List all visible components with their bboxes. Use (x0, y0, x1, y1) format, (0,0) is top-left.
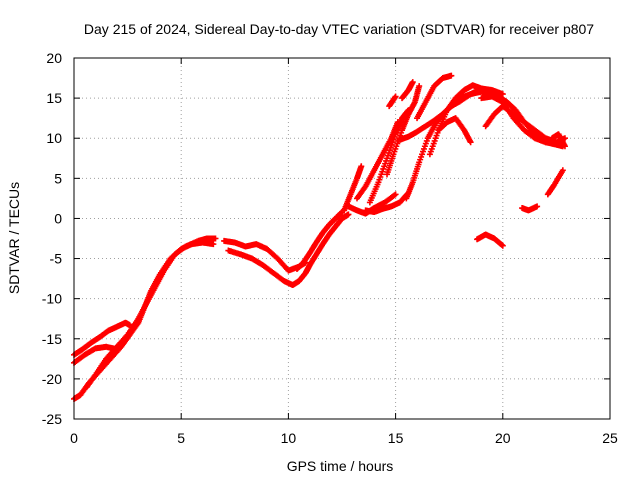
data-point (467, 139, 474, 146)
data-point (210, 241, 217, 248)
data-point (499, 242, 506, 249)
data-point (534, 203, 541, 210)
grid-lines (74, 58, 610, 419)
y-tick-label: 10 (46, 130, 62, 146)
series-arc-13 (362, 189, 412, 216)
data-point (212, 235, 219, 242)
series-arc-17 (414, 72, 455, 122)
series-arc-4 (83, 235, 219, 390)
y-tick-label: -5 (50, 251, 63, 267)
data-point (561, 143, 568, 150)
x-tick-label: 5 (177, 430, 185, 446)
data-points (71, 72, 568, 402)
plot-frame (73, 57, 611, 420)
series-arc-25 (386, 93, 399, 110)
data-point (559, 167, 566, 174)
series-arc-1 (71, 319, 133, 358)
data-point (542, 139, 549, 146)
series-arc-10 (354, 119, 401, 202)
y-axis-ticks: -25 -20 -15 -10 -5 0 5 10 15 20 (42, 50, 610, 427)
series-arc-6 (225, 211, 352, 289)
y-tick-label: -20 (42, 371, 62, 387)
data-point (392, 191, 399, 198)
data-point (358, 163, 365, 170)
y-tick-label: 5 (54, 170, 62, 186)
x-axis-ticks: 0 5 10 15 20 25 (70, 58, 618, 446)
y-tick-label: -25 (42, 411, 62, 427)
x-tick-label: 15 (388, 430, 404, 446)
data-point (391, 192, 398, 199)
y-tick-label: 15 (46, 90, 62, 106)
data-point (448, 72, 455, 79)
data-point (392, 93, 399, 100)
x-axis-label: GPS time / hours (287, 458, 394, 474)
y-tick-label: -15 (42, 331, 62, 347)
data-point (498, 241, 505, 248)
series-arc-7 (293, 209, 345, 272)
series-arc-26 (399, 79, 416, 102)
y-tick-label: -10 (42, 291, 62, 307)
data-point (416, 83, 423, 90)
series-arc-24 (474, 231, 506, 249)
series-arc-12 (384, 83, 423, 178)
data-point (409, 79, 416, 86)
y-axis-label: SDTVAR / TECUs (6, 182, 22, 294)
x-tick-label: 0 (70, 430, 78, 446)
data-point (345, 211, 352, 218)
series-arc-18 (435, 115, 474, 146)
series-arc-8 (341, 163, 365, 214)
series-arc-21 (549, 131, 568, 150)
series-arc-22 (544, 167, 566, 198)
y-tick-label: 0 (54, 210, 62, 226)
series-arc-23 (519, 203, 541, 214)
series-arc-20 (478, 93, 549, 146)
x-tick-label: 25 (602, 430, 618, 446)
y-tick-label: 20 (46, 50, 62, 66)
x-tick-label: 10 (281, 430, 297, 446)
chart-title: Day 215 of 2024, Sidereal Day-to-day VTE… (84, 21, 594, 37)
x-tick-label: 20 (495, 430, 511, 446)
